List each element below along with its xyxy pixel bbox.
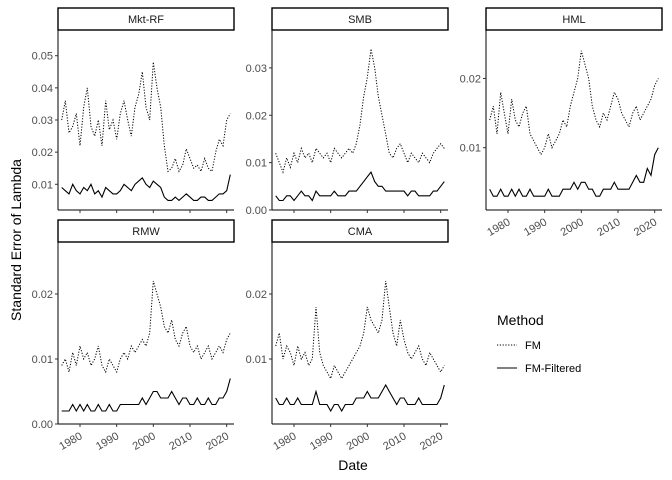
facet-strip-label: RMW	[132, 226, 160, 238]
y-tick-label: 0.03	[32, 115, 53, 127]
series-line-fm-filtered	[489, 147, 659, 198]
x-tick-label: 1990	[94, 430, 121, 453]
x-tick-label: 2010	[595, 216, 622, 239]
x-tick-label: 1980	[271, 430, 298, 453]
y-tick-label: 0.01	[246, 158, 267, 170]
x-tick-label: 2000	[345, 430, 372, 453]
legend: FM FM-Filtered	[497, 340, 581, 375]
legend-label: FM-Filtered	[525, 363, 581, 375]
y-tick-label: 0.02	[32, 147, 53, 159]
series-line-fm-filtered	[275, 383, 445, 413]
y-tick-label: 0.00	[246, 205, 267, 217]
y-tick-label: 0.05	[32, 51, 53, 63]
panel-cma: CMA 0.01 0.02 1980 1990 2000 2010 2020	[246, 219, 449, 453]
legend-label: FM	[525, 340, 541, 352]
facet-strip	[271, 219, 449, 243]
x-tick-label: 2020	[204, 430, 231, 453]
x-tick-label: 1980	[57, 430, 84, 453]
y-tick-label: 0.02	[460, 73, 481, 85]
panel-mkt-rf: Mkt-RF 0.01 0.02 0.03 0.04 0.05	[32, 7, 235, 213]
x-axis-title: Date	[338, 457, 368, 473]
series-line-fm	[489, 50, 659, 156]
x-tick-label: 2000	[559, 216, 586, 239]
y-tick-label: 0.03	[246, 63, 267, 75]
facet-strip	[57, 7, 235, 31]
legend-title: Method	[497, 312, 544, 328]
facet-strip-label: HML	[562, 14, 585, 26]
y-tick-label: 0.01	[246, 354, 267, 366]
facet-strip-label: SMB	[348, 14, 372, 26]
panel-hml: HML 0.01 0.02 1980 1990 2000 2010 2020	[460, 7, 663, 239]
y-tick-label: 0.04	[32, 83, 53, 95]
y-tick-label: 0.01	[32, 354, 53, 366]
y-tick-label: 0.02	[246, 289, 267, 301]
series-line-fm	[61, 280, 231, 374]
facet-strip	[57, 219, 235, 243]
x-tick-label: 1990	[522, 216, 549, 239]
series-line-fm	[275, 280, 445, 380]
series-line-fm-filtered	[275, 171, 445, 202]
facet-strip-label: Mkt-RF	[128, 14, 164, 26]
facet-strip-label: CMA	[348, 226, 373, 238]
x-tick-label: 1980	[485, 216, 512, 239]
x-tick-label: 1990	[308, 430, 335, 453]
x-tick-label: 2020	[418, 430, 445, 453]
y-tick-label: 0.00	[32, 419, 53, 431]
x-tick-label: 2000	[131, 430, 158, 453]
y-axis-title: Standard Error of Lambda	[8, 159, 24, 321]
panel-rmw: RMW 0.00 0.01 0.02 1980 1990 2000 2010 2020	[32, 219, 235, 453]
facet-panels: Mkt-RF 0.01 0.02 0.03 0.04 0.05 SMB 0.00 0.01 0.0…	[32, 7, 663, 453]
series-line-fm	[61, 62, 231, 173]
facet-strip	[271, 7, 449, 31]
series-line-fm-filtered	[61, 378, 231, 413]
y-tick-label: 0.01	[460, 143, 481, 155]
series-line-fm-filtered	[61, 174, 231, 202]
x-tick-label: 2010	[381, 430, 408, 453]
facet-strip	[485, 7, 663, 31]
y-tick-label: 0.01	[32, 179, 53, 191]
panel-smb: SMB 0.00 0.01 0.02 0.03	[246, 7, 449, 217]
x-tick-label: 2010	[167, 430, 194, 453]
x-tick-label: 2020	[632, 216, 659, 239]
y-tick-label: 0.02	[32, 289, 53, 301]
series-line-fm	[275, 48, 445, 174]
y-tick-label: 0.02	[246, 110, 267, 122]
